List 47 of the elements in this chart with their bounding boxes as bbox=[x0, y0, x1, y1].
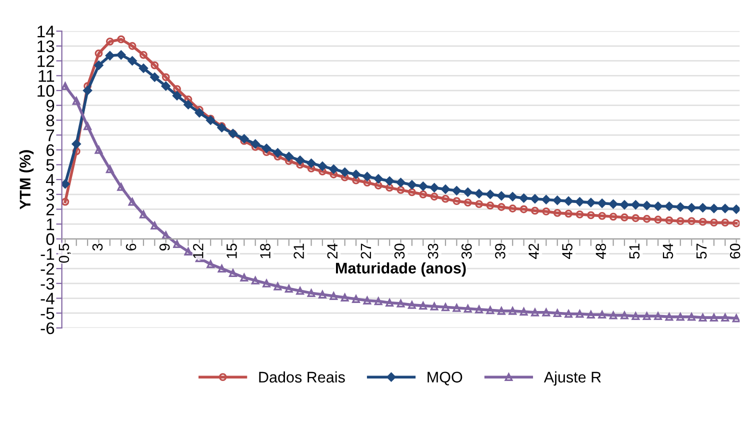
x-tick-label: 57 bbox=[696, 244, 707, 259]
x-tick-label: 15 bbox=[226, 244, 237, 258]
x-tick-label: 48 bbox=[596, 244, 606, 259]
x-axis-title: Maturidade (anos) bbox=[336, 262, 466, 277]
y-tick-label: 10 bbox=[38, 84, 54, 97]
x-tick-label: 0,5 bbox=[58, 244, 71, 263]
y-tick-label: 1 bbox=[46, 218, 54, 230]
x-tick-label: 54 bbox=[662, 244, 674, 259]
y-axis-title: YTM (%) bbox=[19, 150, 34, 210]
x-tick-label: 21 bbox=[294, 244, 304, 259]
y-tick-label: 9 bbox=[46, 100, 54, 112]
y-tick-label: -5 bbox=[40, 308, 54, 320]
y-tick-label: -2 bbox=[40, 262, 54, 275]
legend-label: MQO bbox=[428, 372, 462, 386]
y-tick-label: 12 bbox=[38, 55, 54, 67]
x-tick-label: 51 bbox=[629, 244, 640, 259]
x-tick-label: 39 bbox=[495, 244, 506, 259]
y-tick-label: 11 bbox=[38, 70, 54, 82]
y-tick-label: 6 bbox=[46, 144, 54, 156]
x-tick-label: 24 bbox=[327, 244, 338, 259]
y-tick-label: 0 bbox=[46, 233, 54, 246]
x-tick-label: 12 bbox=[193, 244, 204, 258]
x-tick-label: 42 bbox=[528, 244, 539, 259]
y-tick-label: 7 bbox=[46, 130, 54, 142]
legend-label: Ajuste R bbox=[544, 371, 601, 386]
legend-label: Dados Reais bbox=[259, 371, 345, 383]
y-tick-label: 5 bbox=[46, 159, 54, 171]
y-tick-label: 2 bbox=[46, 204, 54, 216]
y-tick-label: 14 bbox=[38, 26, 54, 38]
y-tick-label: 13 bbox=[38, 40, 54, 52]
y-tick-label: 4 bbox=[46, 174, 54, 186]
x-tick-label: 33 bbox=[428, 244, 438, 259]
x-tick-label: 6 bbox=[126, 244, 136, 250]
x-tick-label: 27 bbox=[360, 244, 371, 259]
y-tick-label: -4 bbox=[40, 292, 54, 304]
x-tick-label: 9 bbox=[159, 244, 170, 250]
x-tick-label: 36 bbox=[461, 244, 472, 259]
y-tick-label: 8 bbox=[46, 114, 54, 126]
y-tick-label: 3 bbox=[46, 188, 54, 201]
y-tick-label: -3 bbox=[40, 278, 54, 290]
x-tick-label: 60 bbox=[730, 244, 740, 259]
x-tick-label: 18 bbox=[260, 244, 270, 258]
y-tick-label: -6 bbox=[40, 322, 54, 334]
x-tick-label: 45 bbox=[562, 244, 572, 259]
y-tick-label: -1 bbox=[40, 248, 54, 260]
x-tick-label: 30 bbox=[394, 244, 405, 259]
x-tick-label: 3 bbox=[92, 244, 103, 251]
